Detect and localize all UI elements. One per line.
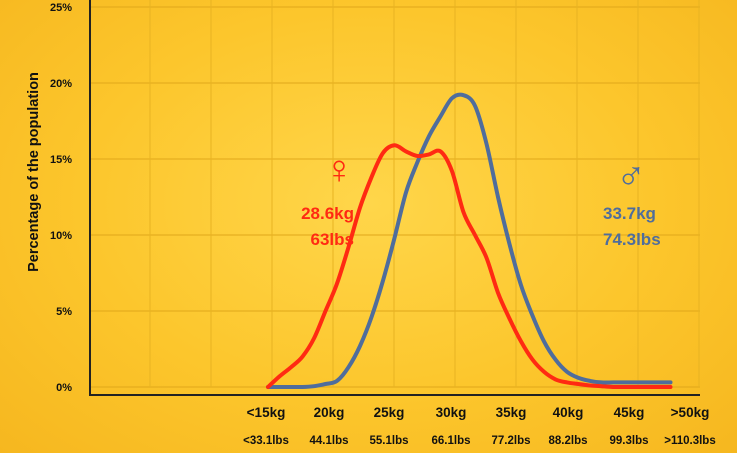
y-tick-label: 0% bbox=[56, 382, 72, 394]
x-tick-label-kg: 35kg bbox=[496, 405, 527, 420]
y-tick-label: 25% bbox=[50, 2, 72, 14]
x-tick-label-lbs: 66.1lbs bbox=[432, 435, 471, 447]
y-tick-label: 5% bbox=[56, 306, 72, 318]
x-tick-label-kg: >50kg bbox=[671, 405, 710, 420]
x-tick-label-lbs: <33.1lbs bbox=[243, 435, 289, 447]
x-tick-label-kg: <15kg bbox=[247, 405, 286, 420]
y-tick-label: 10% bbox=[50, 230, 72, 242]
x-tick-label-kg: 25kg bbox=[374, 405, 405, 420]
y-tick-label: 15% bbox=[50, 154, 72, 166]
x-tick-label-kg: 45kg bbox=[614, 405, 645, 420]
y-tick-label: 20% bbox=[50, 78, 72, 90]
x-tick-labels: <15kg 20kg 25kg 30kg 35kg 40kg 45kg >50kg <33.1l… bbox=[243, 405, 716, 447]
male-mean-kg: 33.7kg bbox=[603, 204, 656, 223]
x-tick-label-lbs: >110.3lbs bbox=[664, 435, 715, 447]
x-tick-label-lbs: 77.2lbs bbox=[492, 435, 531, 447]
female-mean-kg: 28.6kg bbox=[301, 204, 354, 223]
y-tick-labels: 0% 5% 10% 15% 20% 25% bbox=[50, 2, 72, 394]
curves bbox=[266, 92, 673, 390]
female-mean-lbs: 63lbs bbox=[311, 230, 354, 249]
x-tick-label-lbs: 88.2lbs bbox=[549, 435, 588, 447]
axes bbox=[89, 0, 700, 396]
x-tick-label-lbs: 99.3lbs bbox=[610, 435, 649, 447]
x-tick-label-kg: 20kg bbox=[314, 405, 345, 420]
x-tick-label-lbs: 55.1lbs bbox=[370, 435, 409, 447]
series-line-male bbox=[266, 92, 673, 390]
grid bbox=[90, 0, 700, 388]
male-symbol-icon: ♂ bbox=[616, 153, 646, 197]
series-line-female bbox=[266, 143, 673, 390]
male-mean-lbs: 74.3lbs bbox=[603, 230, 661, 249]
x-tick-label-kg: 40kg bbox=[553, 405, 584, 420]
female-symbol-icon: ♀ bbox=[324, 148, 354, 192]
x-tick-label-kg: 30kg bbox=[436, 405, 467, 420]
y-axis-title: Percentage of the population bbox=[26, 72, 42, 272]
x-tick-label-lbs: 44.1lbs bbox=[310, 435, 349, 447]
